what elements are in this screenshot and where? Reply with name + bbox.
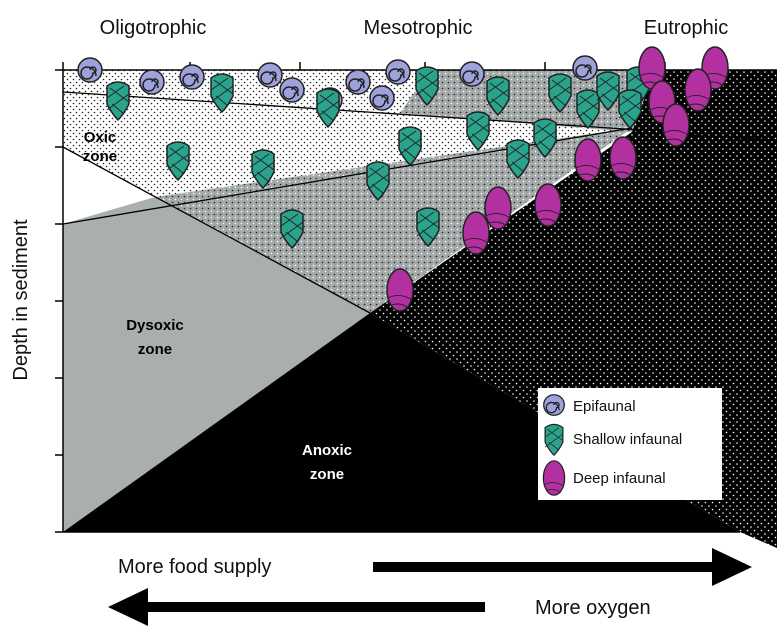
- trophic-label: Mesotrophic: [364, 17, 473, 39]
- epifaunal-icon: [346, 70, 370, 94]
- legend-label: Shallow infaunal: [573, 431, 682, 448]
- trophic-label: Eutrophic: [644, 17, 729, 39]
- zone-line: Dysoxic: [126, 317, 184, 334]
- legend: Epifaunal Shallow infaunal Deep infaunal: [538, 388, 722, 500]
- arrow-label: More food supply: [118, 556, 271, 578]
- epifaunal-icon: [280, 78, 304, 102]
- arrow-label: More oxygen: [535, 597, 651, 619]
- deep-infaunal-icon: [463, 212, 489, 254]
- deep-infaunal-icon: [685, 69, 711, 111]
- epifaunal-icon: [140, 70, 164, 94]
- zone-line: zone: [138, 341, 172, 358]
- deep-infaunal-icon: [485, 187, 511, 229]
- trophic-label: Oligotrophic: [100, 17, 207, 39]
- deep-infaunal-icon: [575, 139, 601, 181]
- zone-line: Anoxic: [302, 442, 352, 459]
- legend-label: Deep infaunal: [573, 470, 666, 487]
- deep-infaunal-icon: [535, 184, 561, 226]
- epifaunal-icon: [386, 60, 410, 84]
- right-arrow: [373, 548, 752, 586]
- zone-line: Oxic: [84, 129, 117, 146]
- legend-icon: [543, 461, 564, 495]
- epifaunal-icon: [78, 58, 102, 82]
- left-arrow: [108, 588, 485, 626]
- zone-line: zone: [310, 466, 344, 483]
- deep-infaunal-icon: [387, 269, 413, 311]
- epifaunal-icon: [180, 65, 204, 89]
- epifaunal-icon: [258, 63, 282, 87]
- deep-infaunal-icon: [663, 104, 689, 146]
- y-axis-label: Depth in sediment: [10, 219, 32, 381]
- legend-label: Epifaunal: [573, 398, 636, 415]
- epifaunal-icon: [460, 62, 484, 86]
- deep-infaunal-icon: [610, 137, 636, 179]
- epifaunal-icon: [370, 86, 394, 110]
- trox-diagram: Oligotrophic Mesotrophic Eutrophic Depth…: [0, 0, 777, 627]
- legend-icon: [544, 395, 565, 416]
- zone-line: zone: [83, 148, 117, 165]
- epifaunal-icon: [573, 56, 597, 80]
